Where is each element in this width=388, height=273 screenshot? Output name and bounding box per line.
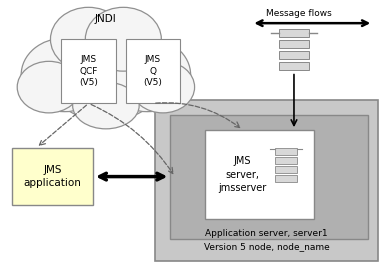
Text: Application server, server1: Application server, server1 [205,229,328,238]
Bar [61,39,116,103]
Text: JMS
server,
jmsserver: JMS server, jmsserver [218,156,267,193]
Text: JMS
application: JMS application [24,165,81,188]
Text: JMS
Q
(V5): JMS Q (V5) [144,55,162,87]
Bar [170,115,368,239]
Bar [275,157,297,164]
Bar [279,62,309,70]
Bar [156,100,378,261]
Bar [279,29,309,37]
Bar [279,51,309,59]
Ellipse shape [50,7,126,71]
Bar [12,148,93,205]
Ellipse shape [85,7,161,71]
Text: JNDI: JNDI [95,14,117,24]
Ellipse shape [21,38,108,112]
Ellipse shape [73,82,139,129]
Bar [279,40,309,48]
Bar [275,166,297,173]
Ellipse shape [131,61,195,113]
Bar [275,148,297,155]
Text: JMS
QCF
(V5): JMS QCF (V5) [79,55,98,87]
Ellipse shape [17,61,81,113]
Ellipse shape [104,38,191,112]
Text: Message flows: Message flows [266,9,332,18]
Bar [275,175,297,182]
Bar [126,39,180,103]
Bar [205,130,314,219]
Text: Version 5 node, node_name: Version 5 node, node_name [204,242,330,251]
Ellipse shape [43,17,169,121]
